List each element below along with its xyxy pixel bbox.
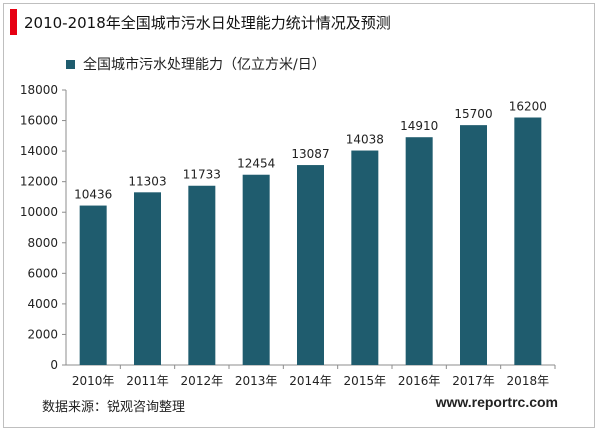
data-label: 16200 <box>509 100 547 114</box>
x-tick-label: 2018年 <box>507 374 550 388</box>
legend-swatch <box>66 59 75 69</box>
bar <box>134 192 161 365</box>
source-note: 数据来源：锐观咨询整理 <box>42 400 186 415</box>
bar <box>297 165 324 365</box>
bar <box>79 205 107 365</box>
data-label: 14910 <box>400 119 438 133</box>
chart-title: 2010-2018年全国城市污水日处理能力统计情况及预测 <box>24 13 391 32</box>
y-tick-label: 10000 <box>20 205 58 219</box>
bar <box>514 117 542 365</box>
y-tick-label: 4000 <box>27 297 58 311</box>
y-tick-label: 6000 <box>27 266 58 280</box>
y-tick-label: 0 <box>50 358 58 372</box>
bar <box>460 125 487 365</box>
title-bar: 2010-2018年全国城市污水日处理能力统计情况及预测 <box>10 9 391 35</box>
x-tick-label: 2014年 <box>289 374 332 388</box>
bar <box>351 150 379 365</box>
legend-label: 全国城市污水处理能力（亿立方米/日） <box>83 57 326 73</box>
x-tick-label: 2011年 <box>126 374 169 388</box>
x-tick-label: 2012年 <box>181 374 224 388</box>
data-label: 10436 <box>74 188 112 202</box>
x-tick-label: 2017年 <box>452 374 495 388</box>
x-tick-label: 2015年 <box>344 374 387 388</box>
y-tick-label: 18000 <box>20 83 58 97</box>
x-tick-label: 2010年 <box>72 374 115 388</box>
y-tick-label: 12000 <box>20 175 58 189</box>
bar <box>405 137 433 365</box>
x-tick-label: 2013年 <box>235 374 278 388</box>
data-label: 15700 <box>454 107 492 121</box>
website-watermark: www.reportrc.com <box>435 394 558 410</box>
data-label: 11733 <box>183 168 221 182</box>
data-label: 12454 <box>237 157 275 171</box>
bar <box>242 174 270 365</box>
y-tick-label: 16000 <box>20 114 58 128</box>
data-label: 13087 <box>291 147 329 161</box>
x-tick-label: 2016年 <box>398 374 441 388</box>
bar <box>188 185 216 365</box>
y-tick-label: 14000 <box>20 144 58 158</box>
y-tick-label: 8000 <box>27 236 58 250</box>
title-accent-bar <box>10 9 17 35</box>
y-tick-label: 2000 <box>27 327 58 341</box>
data-label: 14038 <box>346 133 384 147</box>
legend: 全国城市污水处理能力（亿立方米/日） <box>66 54 326 74</box>
data-label: 11303 <box>128 174 166 188</box>
